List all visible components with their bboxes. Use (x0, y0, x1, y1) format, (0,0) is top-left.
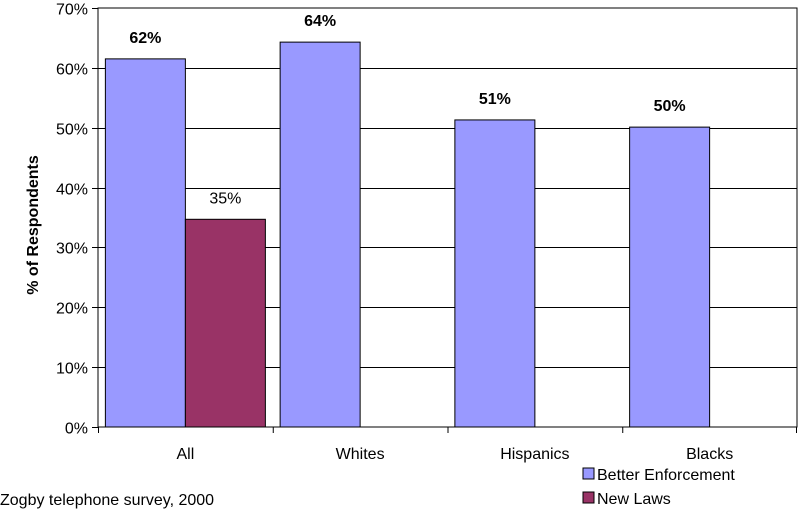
data-label: 62% (129, 30, 161, 47)
source-note: Zogby telephone survey, 2000 (0, 492, 214, 509)
legend-label: New Laws (597, 491, 671, 508)
bar (184, 218, 266, 428)
y-tick-label: 10% (56, 361, 88, 378)
y-tick-label: 60% (56, 62, 88, 79)
y-tick-label: 0% (65, 421, 88, 438)
legend-label: Better Enforcement (597, 467, 735, 484)
data-label: 35% (209, 190, 241, 207)
x-tick-label: Whites (336, 446, 385, 463)
legend-swatch (582, 467, 595, 480)
bar (104, 58, 186, 428)
data-label: 64% (304, 13, 336, 30)
x-tick-label: All (176, 446, 194, 463)
data-labels: 62% 35% 64% 51% 50% (129, 13, 685, 207)
bar (279, 41, 361, 428)
x-tick-label: Hispanics (500, 446, 569, 463)
bar (454, 119, 536, 428)
y-tick-label: 20% (56, 301, 88, 318)
y-tick-label: 50% (56, 122, 88, 139)
y-tick-labels: 0% 10% 20% 30% 40% 50% 60% 70% (56, 2, 88, 438)
data-label: 51% (479, 91, 511, 108)
y-axis-title: % of Respondents (25, 155, 42, 295)
y-tick-label: 40% (56, 182, 88, 199)
axes (92, 7, 798, 433)
bar (629, 126, 711, 428)
y-tick-label: 30% (56, 241, 88, 258)
x-tick-label: Blacks (686, 446, 733, 463)
data-label: 50% (654, 98, 686, 115)
legend: Better Enforcement New Laws (582, 467, 735, 508)
bars (104, 41, 711, 428)
y-tick-label: 70% (56, 2, 88, 19)
legend-swatch (582, 491, 595, 504)
x-tick-labels: All Whites Hispanics Blacks (176, 446, 733, 463)
